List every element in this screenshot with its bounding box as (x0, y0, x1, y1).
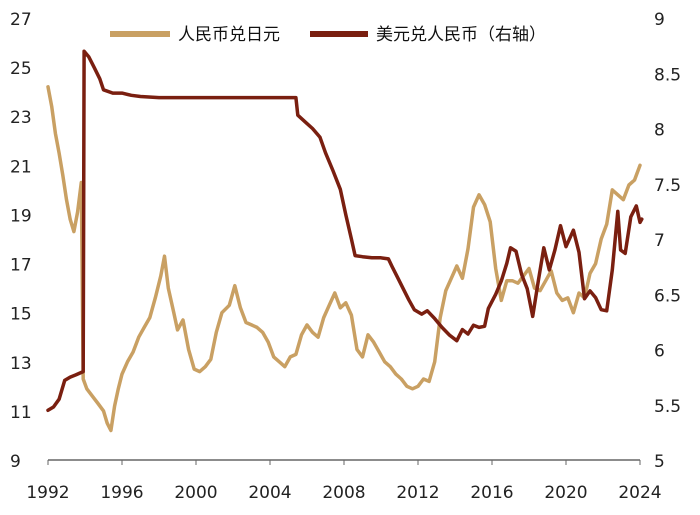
y-left-tick-label: 23 (10, 108, 32, 128)
y-right-tick-label: 8.5 (654, 65, 681, 85)
y-left-tick-label: 21 (10, 157, 32, 177)
y-right-tick-label: 7.5 (654, 176, 681, 196)
y-left-tick-label: 17 (10, 256, 32, 276)
y-right-tick-label: 6.5 (654, 286, 681, 306)
x-tick-label: 2004 (248, 483, 291, 503)
x-tick-label: 2000 (174, 483, 217, 503)
y-left-tick-label: 11 (10, 403, 32, 423)
x-axis: 1992 1996 2000 2004 2008 2012 2016 2020 2024 (26, 459, 662, 503)
legend: 人民币兑日元 美元兑人民币（右轴） (110, 25, 546, 45)
y-right-tick-label: 9 (654, 10, 665, 30)
y-right-tick-label: 5.5 (654, 397, 681, 417)
legend-label-cny-jpy: 人民币兑日元 (178, 25, 280, 45)
y-left-tick-label: 19 (10, 206, 32, 226)
y-left-tick-label: 13 (10, 354, 32, 374)
y-right-tick-label: 7 (654, 231, 665, 251)
y-right-tick-label: 5 (654, 452, 665, 472)
y-left-tick-label: 15 (10, 305, 32, 325)
x-tick-label: 2016 (470, 483, 513, 503)
series-line-usd-cny (46, 49, 644, 413)
x-tick-label: 2024 (618, 483, 661, 503)
y-left-tick-label: 27 (10, 10, 32, 30)
x-tick-label: 1996 (100, 483, 143, 503)
legend-label-usd-cny: 美元兑人民币（右轴） (376, 25, 546, 45)
y-right-tick-label: 6 (654, 342, 665, 362)
y-left-tick-label: 9 (10, 452, 21, 472)
x-tick-label: 2008 (322, 483, 365, 503)
y-right-tick-label: 8 (654, 121, 665, 141)
x-tick-label: 2012 (396, 483, 439, 503)
y-axis-left: 9 11 13 15 17 19 21 23 25 27 (10, 10, 32, 472)
x-tick-label: 2020 (544, 483, 587, 503)
plot-area (46, 49, 644, 433)
y-axis-right: 5 5.5 6 6.5 7 7.5 8 8.5 9 (654, 10, 681, 472)
y-left-tick-label: 25 (10, 59, 32, 79)
x-tick-label: 1992 (26, 483, 69, 503)
